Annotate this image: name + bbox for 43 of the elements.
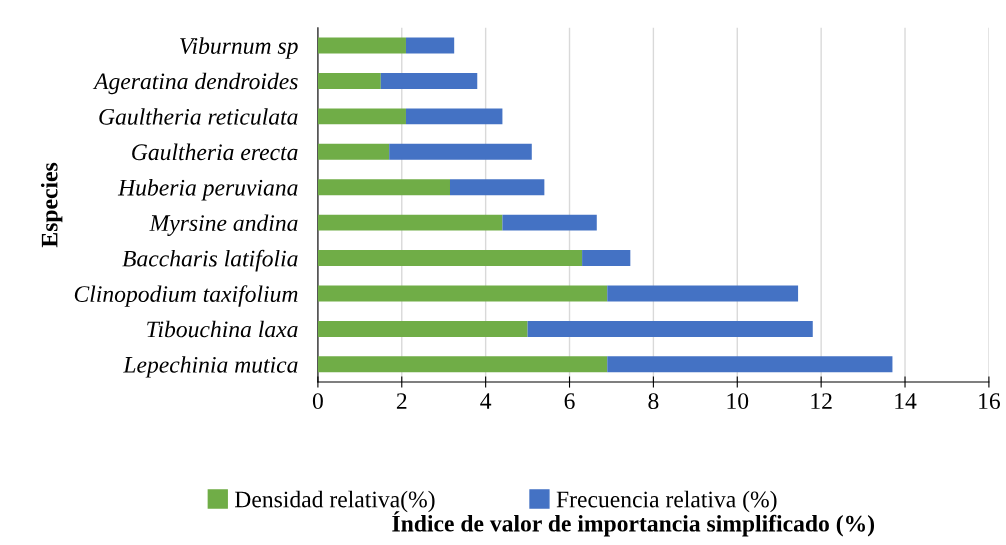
bar: [582, 250, 631, 267]
y-tick-label: Huberia peruviana: [117, 179, 298, 201]
y-tick-label: Viburnum sp: [180, 37, 298, 59]
bar: [317, 285, 608, 302]
bar: [405, 108, 503, 125]
bar: [317, 37, 406, 54]
y-tick-label: Baccharis latifolia: [122, 249, 298, 272]
bar: [380, 72, 478, 89]
x-axis-title: Índice de valor de importancia simplificado (%): [392, 511, 875, 537]
y-tick-label: Lepechinia mutica: [123, 356, 298, 378]
bar: [389, 143, 532, 160]
y-tick-label: Gaultheria reticulata: [99, 108, 298, 125]
legend-label: Frecuencia relativa (%): [556, 490, 777, 513]
bar: [317, 250, 583, 267]
x-tick-label: 0: [312, 393, 323, 410]
x-tick-label: 4: [480, 393, 492, 409]
y-axis-title: Especies: [40, 162, 63, 248]
legend-label: Densidad relativa(%): [234, 490, 435, 513]
bar: [317, 143, 390, 160]
bar: [450, 179, 545, 196]
bar: [502, 214, 597, 231]
x-tick-label: 8: [648, 393, 659, 410]
x-tick-label: 2: [396, 393, 407, 409]
bar: [317, 356, 608, 373]
bar: [317, 108, 406, 125]
bar: [405, 37, 455, 54]
y-tick-label: Gaultheria erecta: [132, 143, 298, 161]
x-tick-label: 16: [979, 393, 1000, 410]
y-tick-label: Myrsine andina: [149, 214, 298, 236]
bar: [317, 214, 503, 231]
bar: [317, 72, 381, 89]
x-tick-label: 12: [811, 393, 832, 409]
y-tick-label: Tibouchina laxa: [147, 320, 298, 338]
x-tick-label: 10: [727, 393, 749, 410]
bar: [317, 320, 528, 337]
bar: [607, 356, 893, 373]
x-tick-label: 14: [895, 393, 917, 409]
bar: [527, 320, 813, 337]
y-tick-label: Clinopodium taxifolium: [74, 285, 298, 307]
y-tick-label: Ageratina dendroides: [92, 72, 298, 95]
bar: [317, 179, 450, 196]
x-tick-label: 6: [564, 393, 575, 410]
bar: [607, 285, 799, 302]
